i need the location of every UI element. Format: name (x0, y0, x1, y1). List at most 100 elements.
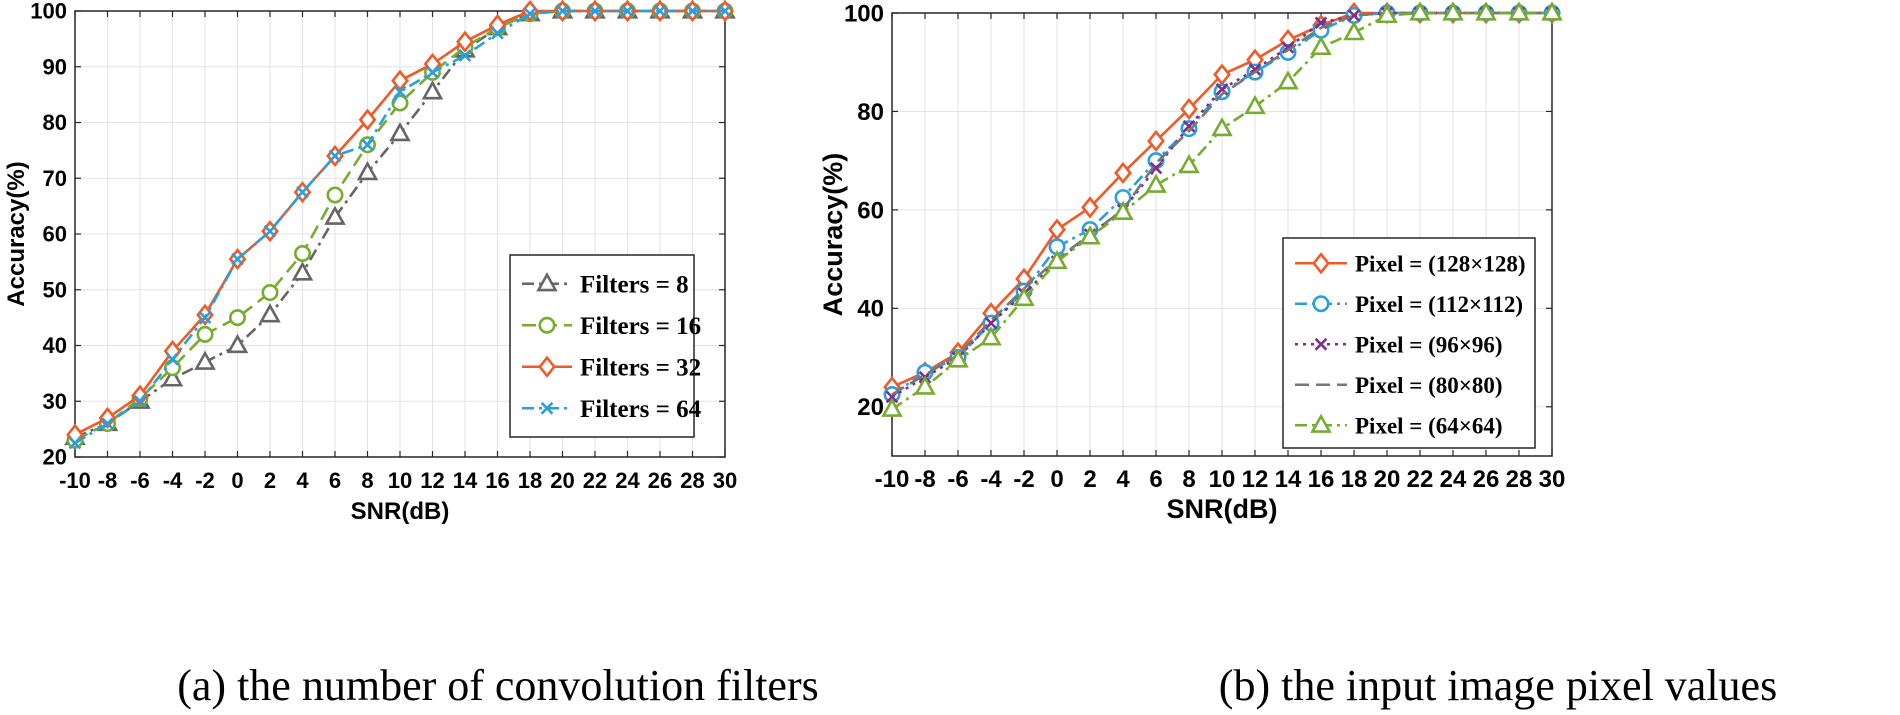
chart-a-series-2-point (229, 309, 247, 327)
chart-a-series-3-point (98, 406, 117, 430)
chart-b-series-2-point (1180, 120, 1198, 138)
chart-a-x-tick-label: 0 (231, 468, 243, 493)
chart-b-x-tick-label: 20 (1374, 466, 1401, 493)
chart-b-legend-label-2: Pixel = (112×112) (1355, 292, 1523, 317)
chart-b-series-5-point (1178, 153, 1200, 174)
chart-a-series-1-point (324, 205, 346, 225)
chart-a-series-4-point (361, 138, 374, 152)
chart-b-series-5-point (1277, 70, 1299, 90)
chart-a-series-1-point (389, 121, 411, 142)
chart-a-x-tick-label: -4 (163, 468, 183, 493)
chart-b-series-3-point (1347, 9, 1361, 22)
chart-a-series-2-point (196, 325, 214, 343)
chart-a-x-tick-label: -2 (195, 468, 215, 493)
chart-b-series-5-point (914, 375, 936, 395)
chart-a-series-4-point (166, 353, 179, 366)
chart-a-series-4-point (426, 66, 439, 79)
chart-a-x-tick-label: 8 (361, 468, 373, 493)
chart-b-series-1-point (1081, 196, 1099, 219)
chart-b-series-5-point (1013, 286, 1035, 307)
chart-a-series-2-point (326, 186, 344, 204)
chart-a-series-4-point (718, 4, 732, 18)
chart-b-series-5-point (1046, 249, 1068, 270)
chart-a-series-4-point (556, 4, 569, 18)
caption-b: (b) the input image pixel values (1219, 661, 1777, 710)
chart-b-x-tick-label: 30 (1539, 466, 1566, 493)
chart-b-x-tick-label: -4 (980, 466, 1002, 493)
chart-a-x-tick-label: 2 (264, 468, 276, 493)
chart-b-x-tick-label: 10 (1209, 466, 1236, 493)
chart-b-x-tick-label: 0 (1050, 466, 1063, 493)
chart-b-series-5-point (1310, 35, 1332, 56)
chart-a-x-tick-label: 30 (713, 468, 737, 493)
chart-a-y-tick-label: 60 (43, 222, 67, 247)
chart-a-series-2-point (261, 284, 279, 302)
chart-b-series-5-point (1508, 1, 1530, 21)
chart-b-y-tick-label: 40 (857, 296, 884, 323)
chart-a-series-1-point (421, 80, 444, 100)
chart-b-series-5-point (1376, 3, 1398, 24)
chart-b-x-tick-label: 28 (1506, 466, 1533, 493)
chart-a-legend-label-4: Filters = 64 (580, 396, 702, 423)
chart-b-series-4-line (891, 11, 1552, 396)
chart-b-series-1-point (1114, 161, 1132, 185)
chart-b-legend-marker-1 (1312, 252, 1330, 275)
chart-b-series-5-point (1079, 225, 1101, 245)
chart-b-x-tick-label: 14 (1275, 466, 1302, 493)
chart-a-series-4-point (653, 4, 667, 18)
chart-a: -10 -8 -6 -4 -2 0 2 4 6 8 10 12 14 16 18 20 22 24 26 28 3020… (3, 0, 737, 525)
chart-b-legend-marker-2 (1312, 295, 1330, 313)
chart-b-x-tick-label: -2 (1013, 466, 1034, 493)
chart-b-y-tick-label: 80 (857, 99, 884, 126)
chart-a-series-4-point (621, 4, 634, 18)
chart-a-x-tick-label: -8 (98, 468, 118, 493)
chart-a-legend-label-1: Filters = 8 (580, 272, 689, 299)
chart-a-x-tick-label: 6 (329, 468, 341, 493)
chart-a-legend-marker-4 (540, 401, 554, 415)
chart-a-series-4-point (101, 417, 114, 430)
chart-a-x-tick-label: 12 (420, 468, 444, 493)
chart-a-y-tick-label: 70 (43, 166, 67, 191)
chart-b-series-5-point (1244, 94, 1266, 115)
chart-b-y-tick-label: 20 (857, 394, 884, 421)
chart-a-series-4-point (458, 49, 472, 62)
chart-b-series-5-point (1112, 200, 1134, 220)
chart-a-series-4-point (133, 394, 147, 408)
chart-a-series-4-point (328, 149, 342, 163)
chart-a-x-tick-label: 4 (296, 468, 309, 493)
chart-a-series-4-point (393, 85, 407, 99)
chart-b-x-axis-label: SNR(dB) (1167, 494, 1278, 524)
chart-b-series-5-point (1475, 1, 1497, 21)
chart-a-y-tick-label: 40 (43, 333, 67, 358)
chart-a-series-3-point (358, 108, 377, 131)
chart-a-series-1-point (356, 161, 379, 181)
chart-b-x-tick-label: 6 (1149, 466, 1162, 493)
chart-b-series-5-point (1409, 1, 1431, 21)
chart-b-x-tick-label: 18 (1341, 466, 1368, 493)
chart-a-series-4-point (296, 185, 309, 199)
chart-b-x-tick-label: -10 (875, 466, 910, 493)
chart-b-legend-label-3: Pixel = (96×96) (1355, 332, 1503, 357)
chart-b-series-5-point (1541, 1, 1563, 21)
chart-b-y-tick-label: 60 (857, 197, 884, 224)
chart-b-y-axis-label: Accuracy(%) (818, 153, 848, 317)
chart-a-legend-marker-2 (538, 316, 556, 334)
chart-b-series-5-point (1211, 117, 1233, 137)
chart-b-x-tick-label: -8 (914, 466, 935, 493)
chart-b-series-3-point (1149, 161, 1163, 175)
chart-a-x-tick-label: 24 (615, 468, 640, 493)
chart-b-series-5-point (1442, 1, 1464, 21)
chart-a-series-1-point (259, 303, 281, 323)
chart-b-legend (1282, 237, 1536, 449)
chart-b-series-5-point (1145, 173, 1167, 193)
chart-a-series-1-point (291, 261, 314, 281)
chart-a-legend-label-2: Filters = 16 (580, 313, 701, 340)
chart-a-x-tick-label: 16 (485, 468, 509, 493)
chart-b-series-5-point (947, 348, 969, 368)
chart-b-x-tick-label: 24 (1440, 466, 1467, 493)
chart-a-x-tick-label: 14 (453, 468, 478, 493)
chart-a-series-1-point (226, 333, 249, 354)
chart-a-x-tick-label: -6 (130, 468, 150, 493)
chart-a-series-4-point (68, 436, 82, 450)
